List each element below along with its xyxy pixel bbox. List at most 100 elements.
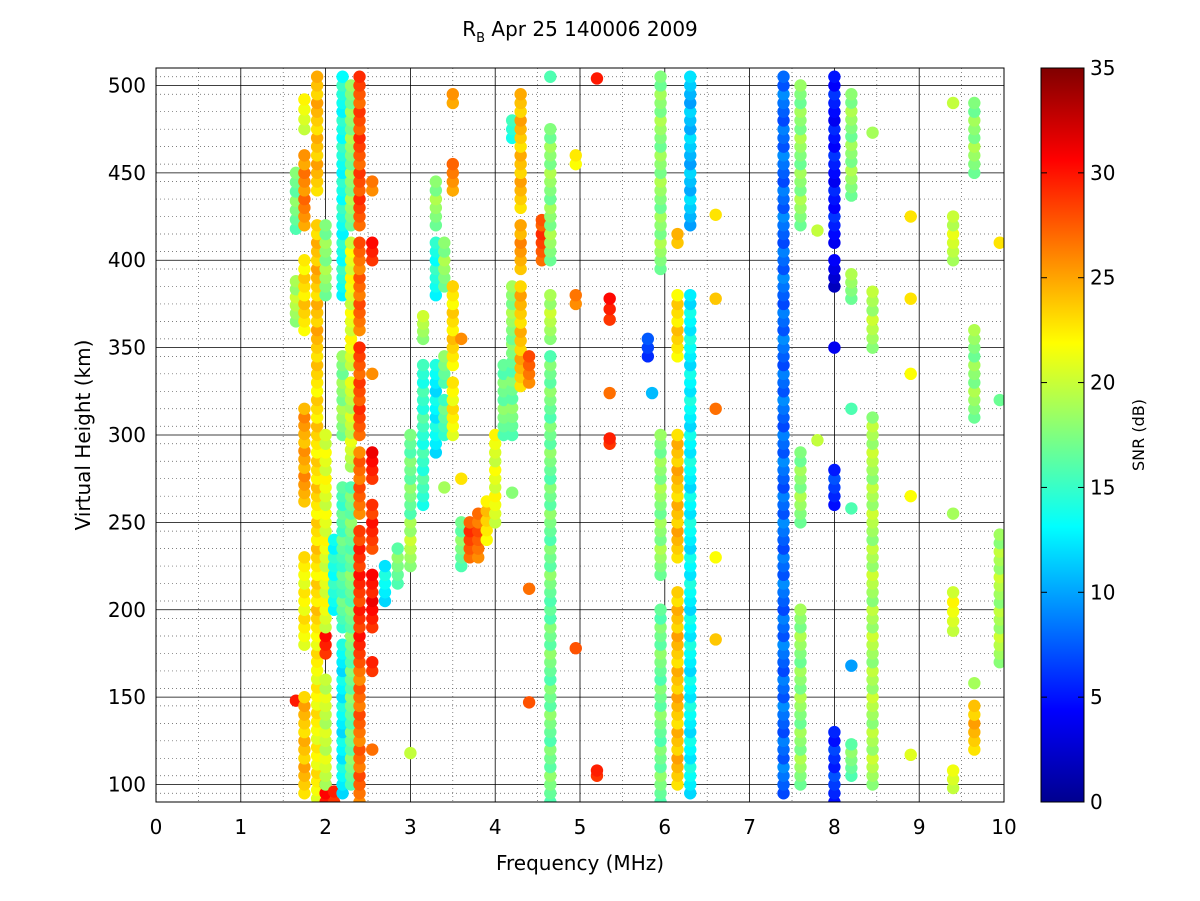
echo-point [344, 551, 358, 564]
y-tick-label: 200 [108, 598, 146, 622]
echo-point [319, 542, 332, 555]
echo-point [446, 280, 459, 293]
echo-point [344, 516, 358, 529]
echo-point [327, 559, 341, 573]
y-tick-label: 300 [108, 423, 146, 447]
echo-point [654, 664, 667, 678]
echo-point [497, 428, 510, 442]
echo-point [310, 402, 324, 415]
echo-point [671, 306, 684, 319]
echo-point [298, 262, 311, 276]
echo-point [336, 682, 349, 695]
echo-point [866, 126, 879, 139]
echo-point [353, 306, 366, 319]
echo-point [968, 358, 981, 372]
echo-point [671, 778, 684, 791]
echo-point [794, 655, 807, 669]
echo-point [866, 725, 879, 739]
echo-point [654, 245, 667, 258]
x-tick-label: 9 [913, 815, 926, 839]
echo-point [336, 219, 349, 232]
x-tick-label: 0 [150, 815, 163, 839]
echo-point [671, 629, 684, 643]
echo-point [866, 577, 879, 590]
echo-point [298, 306, 311, 319]
echo-point [866, 778, 879, 791]
echo-point [438, 420, 451, 433]
echo-point [344, 201, 358, 215]
echo-point [777, 437, 790, 450]
echo-point [310, 489, 324, 503]
echo-point [366, 455, 379, 468]
echo-point [794, 79, 807, 92]
echo-point [310, 455, 324, 468]
echo-point [968, 376, 981, 389]
echo-point [828, 201, 841, 215]
echo-point [336, 743, 349, 756]
echo-point [654, 603, 667, 616]
echo-point [310, 70, 324, 83]
echo-point [353, 350, 366, 363]
echo-point [319, 717, 332, 730]
echo-point [353, 420, 366, 433]
echo-point [777, 638, 790, 651]
echo-point [522, 358, 536, 372]
echo-point [344, 271, 358, 284]
echo-point [336, 358, 349, 372]
echo-point [684, 184, 697, 197]
echo-point [544, 682, 557, 695]
echo-point [654, 70, 667, 83]
echo-point [298, 629, 311, 643]
echo-point [514, 262, 527, 276]
echo-point [671, 498, 684, 512]
echo-point [777, 254, 790, 267]
echo-point [344, 262, 358, 276]
echo-point [794, 769, 807, 782]
echo-point [777, 752, 790, 765]
echo-point [968, 411, 981, 424]
echo-point [438, 271, 451, 284]
echo-point [336, 157, 349, 171]
echo-point [946, 773, 960, 786]
echo-point [968, 717, 981, 730]
echo-point [684, 96, 697, 110]
echo-point [310, 411, 324, 424]
echo-point [446, 323, 459, 337]
echo-point [866, 420, 879, 433]
echo-point [353, 288, 366, 302]
echo-point [366, 542, 379, 555]
echo-point [777, 376, 790, 389]
echo-point [828, 114, 841, 127]
echo-point [344, 586, 358, 599]
echo-point [544, 463, 557, 477]
echo-point [946, 227, 960, 241]
echo-point [353, 559, 366, 573]
echo-point [336, 192, 349, 206]
echo-point [344, 655, 358, 669]
echo-point [344, 708, 358, 721]
echo-point [353, 647, 366, 660]
echo-point [344, 769, 358, 782]
echo-point [310, 428, 324, 442]
echo-point [514, 140, 527, 153]
echo-point [298, 787, 311, 800]
echo-point [684, 420, 697, 433]
echo-point [366, 655, 379, 669]
echo-point [684, 647, 697, 660]
echo-point [353, 428, 366, 442]
echo-point [777, 533, 790, 547]
echo-point [438, 481, 451, 494]
echo-point [828, 166, 841, 180]
echo-point [828, 88, 841, 101]
echo-point [968, 332, 981, 346]
echo-point [310, 131, 324, 145]
echo-point [777, 690, 790, 704]
echo-point [671, 638, 684, 651]
echo-point [366, 594, 379, 608]
echo-point [353, 157, 366, 171]
echo-point [366, 568, 379, 582]
echo-point [654, 568, 667, 582]
echo-point [866, 586, 879, 599]
echo-point [429, 437, 443, 450]
echo-point [298, 297, 311, 311]
